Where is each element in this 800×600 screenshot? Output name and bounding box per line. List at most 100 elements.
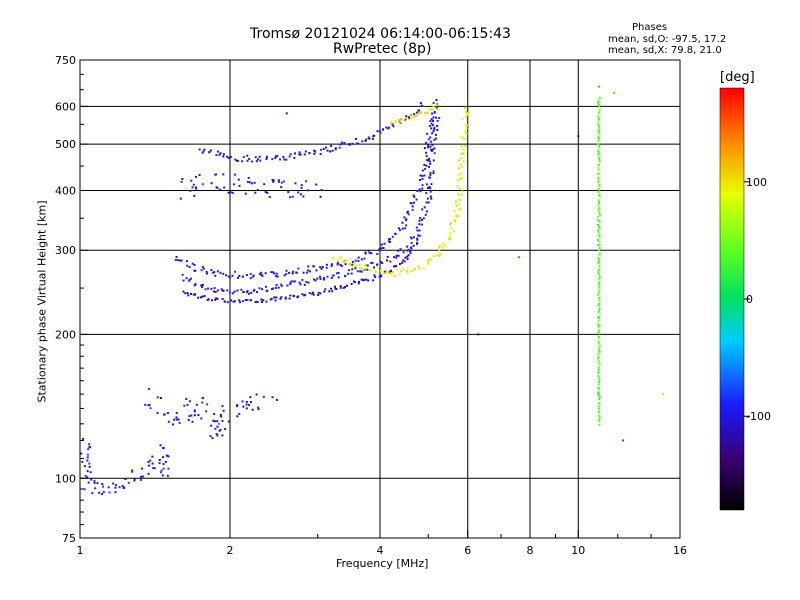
echo-point (193, 263, 196, 266)
echo-point (423, 174, 426, 177)
echo-point (81, 460, 84, 463)
echo-point (255, 300, 258, 303)
echo-point (328, 290, 331, 293)
echo-point (142, 475, 145, 478)
echo-point (338, 146, 341, 149)
echo-point (252, 289, 255, 292)
echo-point (215, 297, 218, 300)
x-tick-label: 16 (673, 544, 687, 557)
echo-point (263, 183, 266, 186)
echo-point (598, 313, 601, 316)
echo-point (433, 138, 436, 141)
echo-point (114, 484, 117, 487)
echo-point (265, 300, 268, 303)
echo-point (353, 261, 356, 264)
echo-point (596, 173, 599, 176)
echo-point (314, 279, 317, 282)
echo-point (431, 143, 434, 146)
echo-point (336, 259, 339, 262)
echo-point (344, 260, 347, 263)
echo-point (319, 153, 322, 156)
echo-point (424, 213, 427, 216)
echo-point (337, 276, 340, 279)
echo-point (314, 150, 317, 153)
echo-point (210, 287, 213, 290)
echo-point (423, 163, 426, 166)
echo-point (597, 136, 600, 139)
echo-point (360, 270, 363, 273)
echo-point (215, 186, 218, 189)
echo-point (379, 131, 382, 134)
echo-point (156, 396, 159, 399)
echo-point (162, 447, 165, 450)
echo-point (177, 418, 180, 421)
echo-point (210, 182, 213, 185)
echo-point (194, 186, 197, 189)
echo-point (305, 180, 308, 183)
echo-point (323, 290, 326, 293)
echo-point (121, 484, 124, 487)
echo-point (222, 289, 225, 292)
echo-point (227, 275, 230, 278)
echo-point (172, 423, 175, 426)
echo-point (598, 380, 601, 383)
echo-point (210, 269, 213, 272)
echo-point (406, 258, 409, 261)
echo-point (598, 220, 601, 223)
echo-point (195, 403, 198, 406)
echo-point (366, 264, 369, 267)
echo-point (401, 221, 404, 224)
echo-point (118, 486, 121, 489)
y-axis-ticks: 75 100 200 300 400 500 600 750 (55, 54, 88, 545)
echo-point (180, 180, 183, 183)
echo-point (294, 152, 297, 155)
echo-point (435, 116, 438, 119)
echo-point (428, 160, 431, 163)
echo-point (275, 283, 278, 286)
echo-point (262, 395, 265, 398)
echo-point (390, 120, 393, 123)
echo-point (208, 150, 211, 153)
echo-point (285, 112, 288, 115)
echo-point (477, 333, 480, 336)
echo-point (302, 195, 305, 198)
echo-point (408, 116, 411, 119)
colorbar-tick-label: 0 (746, 293, 753, 306)
echo-point (416, 229, 419, 232)
echo-point (374, 276, 377, 279)
echo-point (186, 292, 189, 295)
echo-point (258, 273, 261, 276)
echo-point (597, 167, 600, 170)
echo-point (285, 273, 288, 276)
echo-point (364, 251, 367, 254)
echo-point (597, 357, 600, 360)
echo-point (401, 227, 404, 230)
echo-point (205, 270, 208, 273)
echo-point (415, 226, 418, 229)
echo-point (83, 488, 86, 491)
echo-point (96, 482, 99, 485)
echo-point (597, 310, 600, 313)
echo-point (360, 278, 363, 281)
echo-point (216, 420, 219, 423)
echo-point (461, 190, 464, 193)
echo-point (272, 179, 275, 182)
echo-point (462, 137, 465, 140)
echo-point (374, 271, 377, 274)
echo-point (299, 283, 302, 286)
echo-point (598, 332, 601, 335)
echo-point (308, 151, 311, 154)
echo-point (438, 255, 441, 258)
echo-point (416, 237, 419, 240)
echo-point (517, 256, 520, 259)
echo-point (199, 296, 202, 299)
echo-point (283, 274, 286, 277)
echo-point (216, 289, 219, 292)
echo-point (405, 117, 408, 120)
echo-point (622, 439, 625, 442)
echo-point (365, 278, 368, 281)
echo-point (374, 269, 377, 272)
echo-point (459, 172, 462, 175)
echo-point (198, 174, 201, 177)
